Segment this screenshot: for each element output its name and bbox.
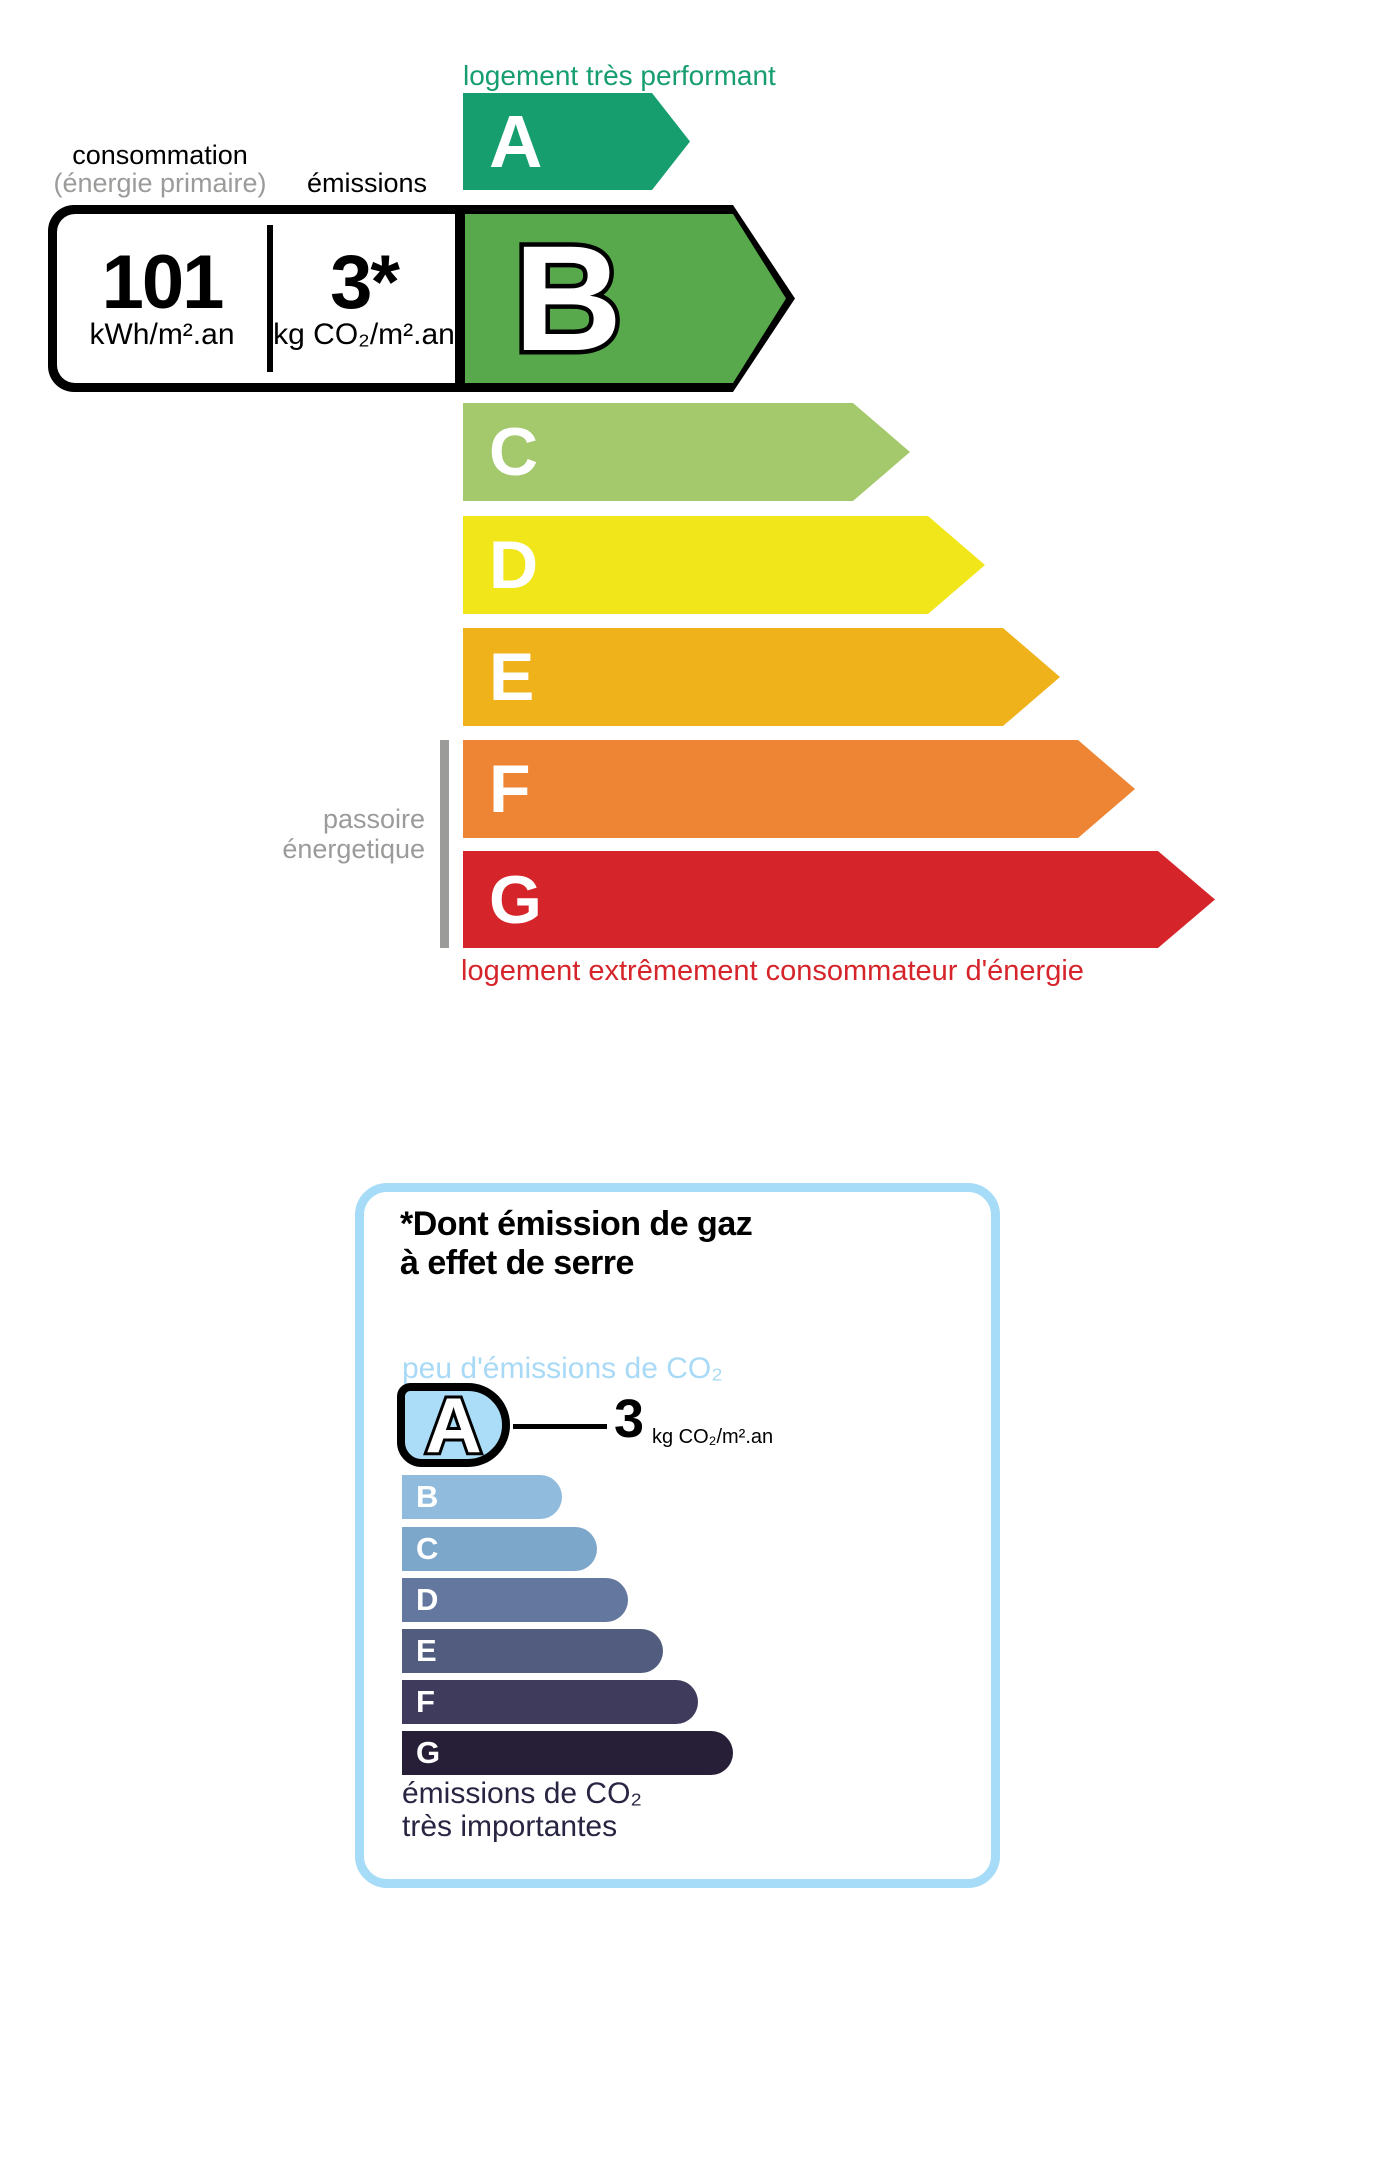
co2-box-title: *Dont émission de gaz à effet de serre bbox=[400, 1205, 753, 1283]
energy-class-letter-c: C bbox=[489, 414, 538, 490]
rating-value-strip: 101 kWh/m².an 3* kg CO₂/m².an B bbox=[48, 205, 795, 392]
energy-sieve-bracket bbox=[440, 740, 449, 948]
energy-class-arrow-g: G bbox=[463, 851, 1215, 948]
energy-class-arrow-b bbox=[465, 214, 786, 383]
co2-class-letter-g: G bbox=[416, 1735, 441, 1770]
co2-class-bar-c: C bbox=[402, 1527, 597, 1571]
primary-energy-subheader: (énergie primaire) bbox=[53, 168, 267, 198]
co2-value-connector-line bbox=[513, 1424, 607, 1429]
co2-high-emissions-label-line2: très importantes bbox=[402, 1810, 618, 1843]
consumption-cell: 101 kWh/m².an bbox=[57, 214, 267, 383]
consumption-header: consommation bbox=[72, 140, 248, 170]
energy-class-arrow-f: F bbox=[463, 740, 1135, 838]
co2-box-title-line1: *Dont émission de gaz bbox=[400, 1205, 753, 1243]
co2-class-bar-d: D bbox=[402, 1578, 628, 1622]
consumption-unit: kWh/m².an bbox=[89, 317, 235, 351]
co2-low-emissions-label: peu d'émissions de CO₂ bbox=[402, 1352, 723, 1385]
co2-high-emissions-label-line1: émissions de CO₂ bbox=[402, 1777, 643, 1810]
co2-class-letter-d: D bbox=[416, 1582, 439, 1617]
energy-sieve-label: passoire énergetique bbox=[160, 804, 425, 864]
co2-value: 3 bbox=[614, 1389, 645, 1449]
co2-class-letter-b: B bbox=[416, 1479, 439, 1514]
co2-box-title-line2: à effet de serre bbox=[400, 1244, 634, 1282]
energy-class-letter-g: G bbox=[489, 861, 541, 938]
emissions-unit: kg CO₂/m².an bbox=[273, 317, 455, 351]
emissions-cell: 3* kg CO₂/m².an bbox=[273, 214, 455, 383]
energy-sieve-label-line2: énergetique bbox=[282, 834, 425, 864]
energy-class-letter-d: D bbox=[489, 527, 538, 603]
emissions-value: 3* bbox=[330, 239, 400, 325]
co2-class-badge-a: A bbox=[397, 1378, 510, 1472]
co2-value-unit: kg CO₂/m².an bbox=[652, 1426, 774, 1448]
energy-class-arrow-d: D bbox=[463, 516, 985, 614]
co2-class-bar-g: G bbox=[402, 1731, 733, 1775]
consumption-value: 101 bbox=[101, 239, 225, 325]
energy-class-letter-b: B bbox=[509, 210, 626, 387]
energy-class-letter-a: A bbox=[489, 100, 542, 183]
co2-class-letter-a: A bbox=[422, 1378, 484, 1472]
value-box bbox=[57, 214, 455, 383]
energy-class-letter-f: F bbox=[489, 751, 530, 827]
co2-class-letter-f: F bbox=[416, 1684, 435, 1719]
energy-sieve-label-line1: passoire bbox=[322, 804, 425, 834]
co2-class-letter-c: C bbox=[416, 1531, 439, 1566]
energy-class-arrow-c: C bbox=[463, 403, 910, 501]
co2-high-emissions-label: émissions de CO₂ très importantes bbox=[402, 1777, 642, 1843]
energy-class-arrow-e: E bbox=[463, 628, 1060, 726]
emissions-header: émissions bbox=[306, 168, 428, 198]
co2-class-bar-f: F bbox=[402, 1680, 698, 1724]
energy-class-arrow-a: A bbox=[463, 93, 690, 190]
value-box-divider bbox=[267, 225, 273, 372]
co2-class-letter-e: E bbox=[416, 1633, 437, 1668]
very-performant-label: logement très performant bbox=[463, 60, 776, 91]
energy-class-letter-e: E bbox=[489, 639, 534, 715]
co2-class-bar-e: E bbox=[402, 1629, 663, 1673]
co2-class-bar-b: B bbox=[402, 1475, 562, 1519]
co2-emissions-box: *Dont émission de gaz à effet de serre p… bbox=[355, 1183, 1000, 1888]
high-consumption-label: logement extrêmement consommateur d'éner… bbox=[461, 955, 1084, 987]
